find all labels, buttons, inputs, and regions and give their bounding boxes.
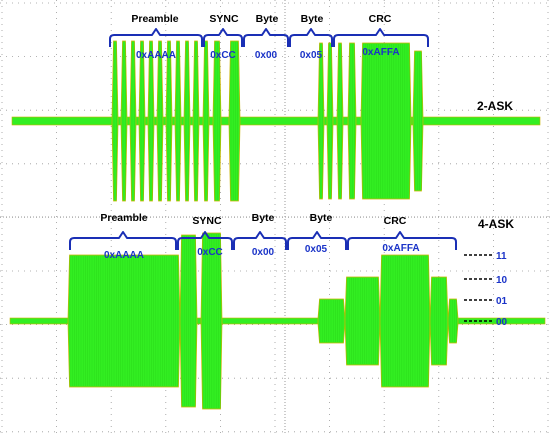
level-label-01: 01 [496,296,508,307]
noise-band [11,116,541,126]
mode-label-2-ask: 2-ASK [477,99,513,113]
signal-burst [228,40,241,202]
signal-burst [174,40,182,202]
field-value-4ask-sync: 0xCC [197,247,223,258]
field-value-4ask-byte2: 0x05 [305,244,328,255]
field-value-2ask-byte2: 0x05 [300,50,323,61]
signal-burst [67,254,181,388]
level-label-11: 11 [496,251,507,262]
field-value-2ask-preamble: 0xAAAA [136,50,176,61]
field-value-2ask-sync: 0xCC [210,50,236,61]
signal-burst [379,254,431,388]
signal-burst [202,40,210,202]
signal-burst [192,40,200,202]
field-name-2ask-byte1: Byte [256,13,279,25]
signal-burst [147,40,155,202]
field-name-4ask-preamble: Preamble [100,212,147,224]
brace-2ask-byte1 [243,28,289,47]
signal-burst [120,40,128,202]
signal-burst [360,42,412,200]
signal-burst [138,40,146,202]
waveform-2-ask [11,40,541,202]
signal-burst [336,42,344,200]
field-name-2ask-crc: CRC [369,13,392,25]
signal-burst [165,40,173,202]
field-name-2ask-sync: SYNC [209,13,239,25]
field-value-2ask-crc: 0xAFFA [362,47,399,58]
annotations-2-ask: Preamble SYNC Byte Byte CRC 0xAAAA 0xCC … [109,13,513,113]
signal-burst [129,40,137,202]
field-value-4ask-preamble: 0xAAAA [104,250,144,261]
level-label-00: 00 [496,317,508,328]
brace-2ask-sync [203,28,243,47]
annotations-4-ask: Preamble SYNC Byte Byte CRC 0xAAAA 0xCC … [69,212,514,328]
brace-4ask-preamble [69,231,177,250]
field-name-4ask-byte1: Byte [252,212,275,224]
signal-burst [200,232,223,410]
signal-burst [326,42,334,200]
field-name-4ask-crc: CRC [384,215,407,227]
field-value-2ask-byte1: 0x00 [255,50,278,61]
brace-4ask-crc [347,231,457,250]
brace-4ask-sync [177,231,233,250]
level-markers: 11 10 01 00 [464,251,508,328]
level-label-10: 10 [496,275,508,286]
signal-burst [156,40,164,202]
brace-4ask-byte1 [233,231,287,250]
brace-2ask-crc [333,28,429,47]
field-name-2ask-preamble: Preamble [131,13,178,25]
mode-label-4-ask: 4-ASK [478,217,514,231]
field-value-4ask-byte1: 0x00 [252,247,275,258]
field-name-4ask-byte2: Byte [310,212,333,224]
field-name-2ask-byte2: Byte [301,13,324,25]
signal-burst [317,42,325,200]
signal-burst [412,50,424,192]
waveform-4-ask [9,232,546,410]
signal-burst [447,298,459,344]
field-name-4ask-sync: SYNC [192,215,222,227]
brace-2ask-byte2 [289,28,333,47]
brace-2ask-preamble [109,28,203,47]
brace-4ask-byte2 [287,231,347,250]
field-value-4ask-crc: 0xAFFA [382,243,419,254]
signal-burst [183,40,191,202]
waveforms [9,40,546,410]
signal-burst [111,40,119,202]
noise-band [9,317,546,325]
